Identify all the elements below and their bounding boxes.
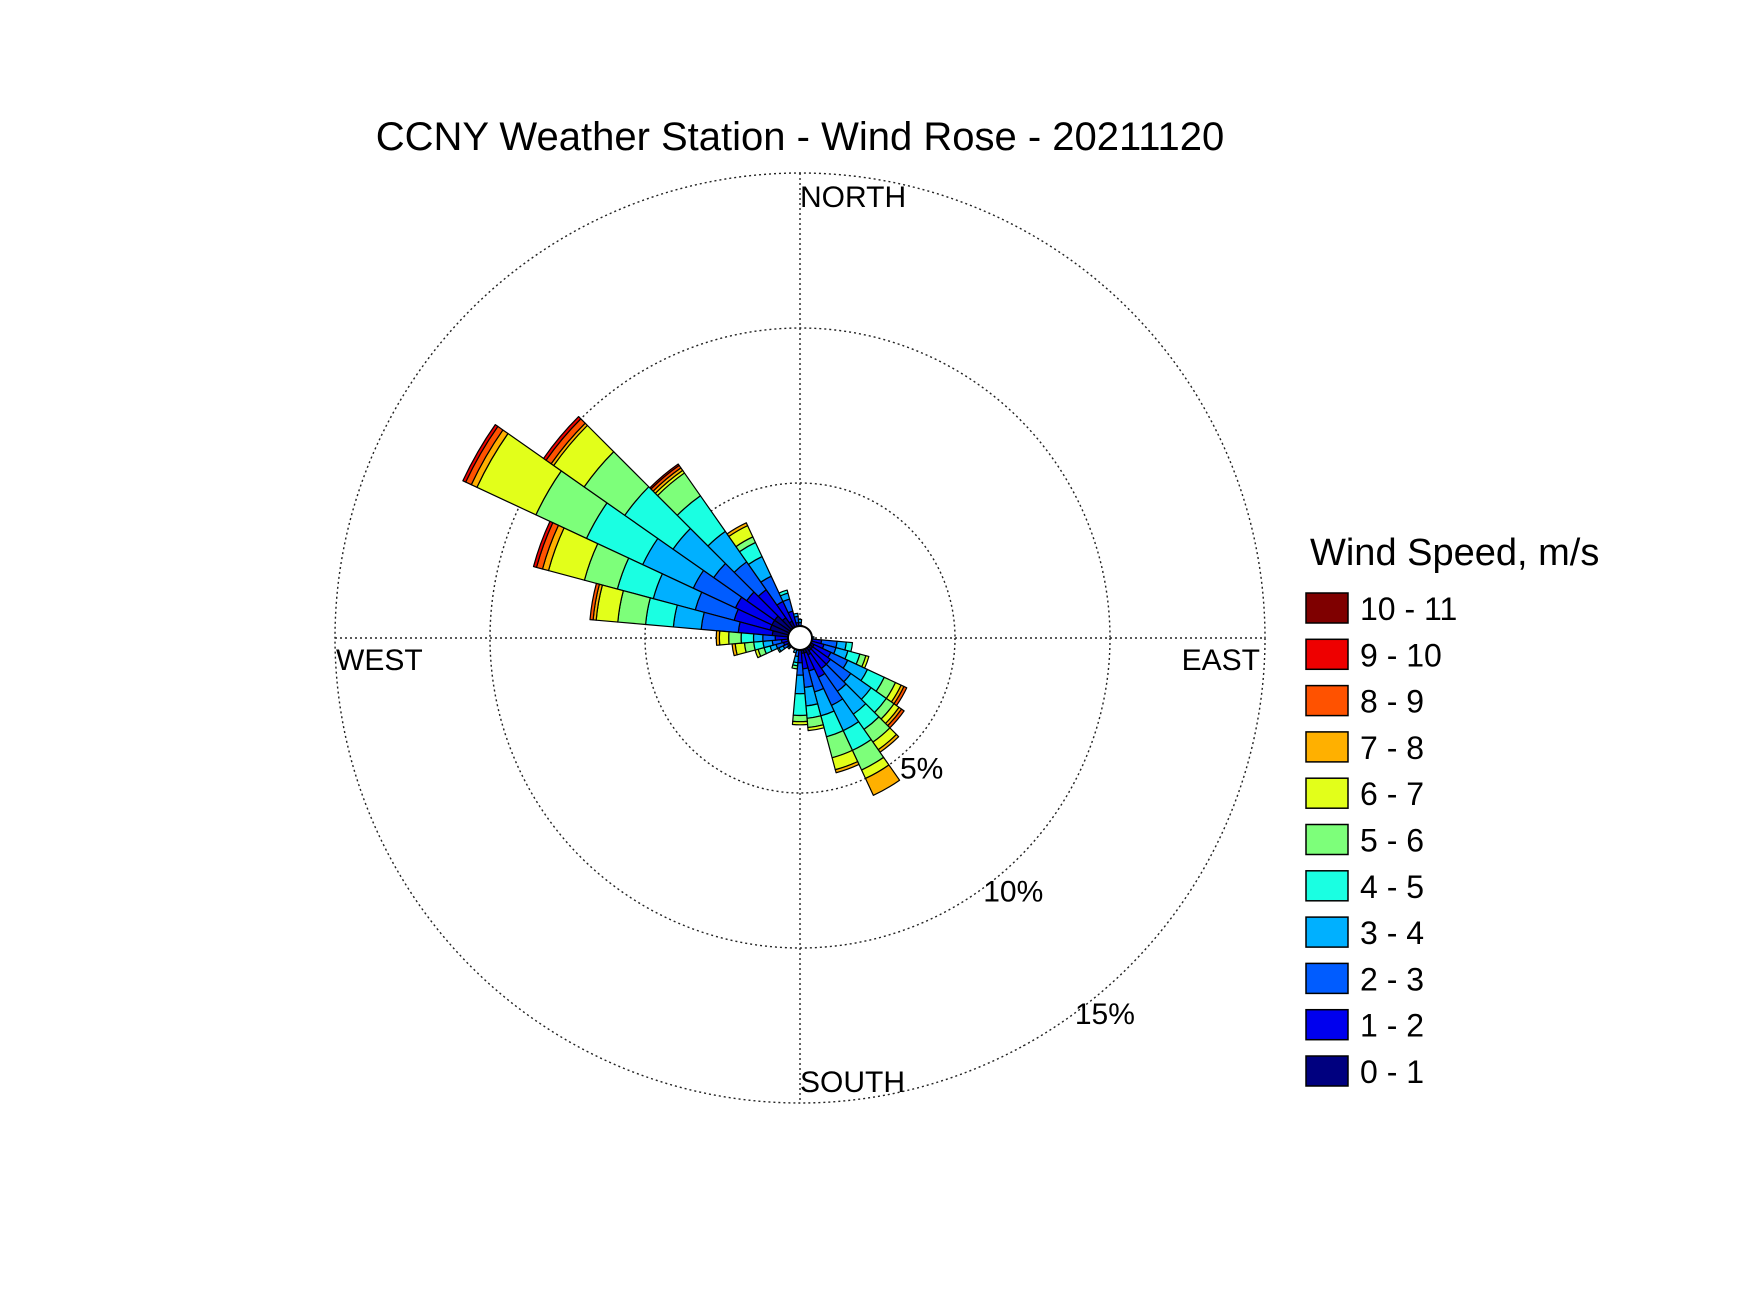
legend-swatch: [1305, 638, 1349, 671]
sector-290: [532, 520, 790, 636]
sector-180-bin-5: [792, 714, 808, 723]
legend-item-2: 9 - 10: [1305, 637, 1442, 673]
legend-label: 0 - 1: [1360, 1054, 1424, 1090]
legend-item-5: 6 - 7: [1305, 776, 1424, 812]
west-label: WEST: [336, 644, 423, 677]
sector-300: [462, 424, 791, 634]
ring-label-3: 15%: [1075, 998, 1135, 1031]
chart-title: CCNY Weather Station - Wind Rose - 20211…: [376, 115, 1225, 159]
sector-300-bin-9: [462, 424, 499, 483]
sector-270-bin-1: [774, 635, 789, 641]
ring-label-2: 10%: [983, 875, 1043, 908]
sector-320-bin-9: [649, 463, 680, 490]
legend-swatch: [1305, 916, 1349, 948]
legend-label: 1 - 2: [1360, 1008, 1424, 1044]
sector-180-bin-4: [792, 692, 808, 717]
legend-item-8: 3 - 4: [1305, 915, 1424, 951]
sector-180-bin-6: [791, 720, 809, 726]
sector-260: [731, 638, 790, 657]
sector-320: [649, 463, 794, 631]
polar-grid: [334, 172, 1266, 1104]
legend-item-11: 0 - 1: [1305, 1054, 1424, 1090]
sector-0-bin-3: [797, 618, 803, 624]
sector-270-bin-2: [762, 634, 776, 642]
sector-190-bin-5: [791, 664, 799, 670]
legend-label: 2 - 3: [1360, 961, 1424, 997]
ring-labels: 5% 10% 15%: [900, 753, 1135, 1031]
legend-swatch: [1305, 684, 1349, 717]
south-label: SOUTH: [800, 1066, 905, 1099]
sector-350-bin-3: [792, 612, 799, 618]
legend-label: 10 - 11: [1360, 591, 1457, 627]
legend-swatch: [1305, 1008, 1349, 1041]
ring-label-1: 5%: [900, 753, 943, 786]
legend-swatch: [1305, 1055, 1349, 1087]
legend-item-9: 2 - 3: [1305, 961, 1424, 997]
legend-item-10: 1 - 2: [1305, 1008, 1424, 1044]
sector-170: [800, 648, 825, 732]
sector-180-bin-3: [794, 674, 806, 695]
legend-label: 5 - 6: [1360, 823, 1424, 859]
sector-280-bin-8: [589, 582, 600, 621]
east-label: EAST: [1182, 644, 1260, 677]
sector-270-bin-5: [728, 631, 742, 645]
legend-swatch: [1305, 823, 1349, 856]
sector-340-bin-4: [778, 589, 789, 597]
legend-label: 6 - 7: [1360, 776, 1424, 812]
sector-270-bin-3: [752, 633, 764, 643]
sector-280: [589, 582, 790, 638]
legend-item-4: 7 - 8: [1305, 730, 1424, 766]
sector-330-bin-7: [726, 522, 749, 538]
legend-swatch: [1305, 870, 1349, 902]
legend-item-1: 10 - 11: [1305, 591, 1457, 627]
legend-swatch: [1305, 592, 1349, 624]
wind-sectors: [462, 416, 908, 796]
sector-330: [726, 522, 796, 629]
legend: 10 - 11 9 - 10 8 - 9 7 - 8 6 - 7 5 - 6 4 - 5 3 …: [1305, 591, 1457, 1090]
legend-item-6: 5 - 6: [1305, 823, 1424, 859]
center-hole: [787, 625, 813, 651]
sector-170-bin-6: [807, 724, 825, 732]
sector-150-bin-7: [864, 764, 901, 796]
legend-swatch: [1305, 962, 1349, 995]
legend-label: 8 - 9: [1360, 684, 1424, 720]
legend-swatch: [1305, 777, 1349, 809]
center-circle: [787, 625, 813, 651]
legend-label: 3 - 4: [1360, 915, 1424, 951]
sector-110: [810, 640, 870, 669]
sector-160-bin-7: [834, 761, 860, 774]
legend-item-3: 8 - 9: [1305, 684, 1424, 720]
legend-title: Wind Speed, m/s: [1310, 532, 1599, 574]
sector-160: [802, 648, 860, 774]
sector-270-bin-6: [718, 630, 730, 646]
legend-label: 4 - 5: [1360, 869, 1424, 905]
sector-310: [542, 416, 793, 632]
legend-item-7: 4 - 5: [1305, 869, 1424, 905]
north-label: NORTH: [800, 181, 906, 214]
legend-label: 9 - 10: [1360, 637, 1442, 673]
sector-270-bin-4: [740, 632, 755, 644]
sector-270-bin-7: [715, 630, 721, 646]
sector-310-bin-9: [542, 416, 582, 461]
sector-290-bin-9: [532, 520, 554, 568]
legend-label: 7 - 8: [1360, 730, 1424, 766]
legend-swatch: [1305, 731, 1349, 763]
